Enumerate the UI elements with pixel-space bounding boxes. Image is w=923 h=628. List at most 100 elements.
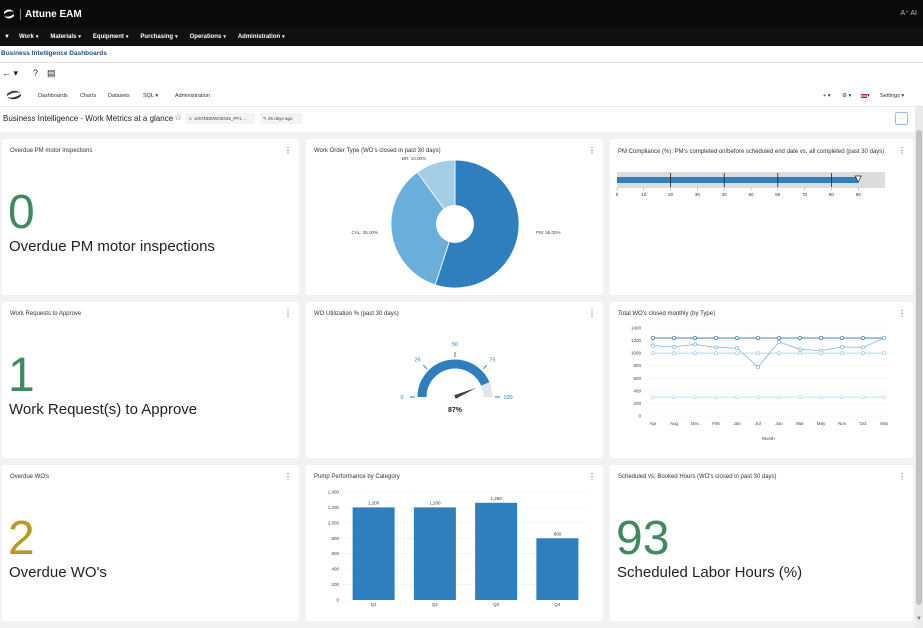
bullet-chart: 0 10 20 30 40 50 60 70 80 90 (616, 172, 885, 197)
card-menu-icon[interactable]: ⋮ (898, 146, 906, 155)
scrollbar-thumb[interactable] (916, 130, 922, 605)
language-selector[interactable]: ▾ (861, 93, 870, 99)
bi-logo-icon[interactable] (5, 89, 23, 101)
pie-label: PM: 55.00% (536, 230, 561, 235)
bullet-tick-label: 40 (722, 192, 728, 197)
bar (536, 538, 579, 600)
chevron-down-icon: ▾ (125, 34, 129, 40)
big-number-label: Work Request(s) to Approve (9, 401, 198, 418)
bar (352, 507, 395, 600)
card-pm-compliance: PM Compliance (%): PM's completed on/bef… (610, 139, 913, 295)
nav-label: Administration (237, 34, 281, 40)
app-logo[interactable] (2, 7, 16, 21)
bi-nav-charts[interactable]: Charts (80, 93, 97, 99)
card-menu-icon[interactable]: ⋮ (588, 309, 596, 318)
gauge-tick-label: 75 (489, 358, 495, 364)
gear-icon[interactable]: ⚙ ▾ (842, 93, 852, 99)
gauge-tick (422, 364, 428, 370)
line-point (756, 336, 760, 341)
line-point (714, 395, 718, 400)
line-point (777, 339, 781, 344)
y-tick-label: 1000 (631, 351, 642, 356)
y-tick-label: 1,200 (328, 505, 340, 510)
big-number: 2 (8, 512, 35, 565)
nav-item-materials[interactable]: Materials ▾ (50, 34, 81, 40)
gauge-tick-label: 100 (503, 395, 512, 401)
nav-item-operations[interactable]: Operations ▾ (190, 34, 226, 40)
bi-nav-datasets[interactable]: Datasets (108, 93, 130, 99)
y-tick-label: 400 (331, 567, 339, 572)
bar-value-label: 1,200 (368, 500, 380, 505)
bi-nav-sql[interactable]: SQL ▾ (143, 93, 159, 99)
gauge-value: 87% (448, 407, 463, 414)
y-tick-label: 200 (633, 401, 641, 406)
pie-hole (436, 205, 474, 243)
card-title: Pump Performance by Category (314, 474, 400, 480)
line-point (735, 351, 739, 356)
card-menu-icon[interactable]: ⋮ (284, 146, 292, 155)
breadcrumb[interactable]: Business Intelligence Dashboards (1, 50, 107, 57)
x-tick-label: Feb (712, 421, 720, 426)
toolbar: ← ▾ ? ▤ (0, 63, 923, 85)
line-point (819, 336, 823, 341)
nav-label: Materials (50, 34, 77, 40)
add-menu-button[interactable]: + ▾ (823, 93, 831, 99)
dashboard-title: Business Intelligence - Work Metrics at … (3, 114, 174, 123)
line-point (798, 351, 802, 356)
chevron-down-icon: ▾ (282, 34, 285, 40)
bullet-tick-label: 80 (829, 192, 835, 197)
x-tick-label: Dec (691, 421, 700, 426)
bi-nav-administration[interactable]: Administration (175, 93, 210, 99)
chevron-down-icon: ▾ (78, 34, 81, 40)
back-arrow-icon[interactable]: ← ▾ (2, 68, 19, 78)
line-point (840, 395, 844, 400)
line-point (693, 351, 697, 356)
card-menu-icon[interactable]: ⋮ (588, 146, 596, 155)
gauge-tick-label: 25 (414, 358, 420, 364)
pie-label: BR: 10.00% (402, 156, 426, 161)
help-icon[interactable]: ? (33, 68, 39, 78)
card-scheduled-hours: Scheduled vs. Booked Hours (WO's closed … (610, 465, 913, 621)
line-chart: 0 200 400 600 800 1000 1200 1400 Apr Aug Dec Feb Jan… (631, 326, 889, 442)
card-title: Overdue PM motor inspections (10, 148, 93, 154)
nav-item-purchasing[interactable]: Purchasing ▾ (140, 34, 177, 40)
line-point (693, 336, 697, 341)
x-tick-label: Sep (880, 421, 889, 426)
x-tick-label: Q1 (371, 602, 378, 607)
line-point (861, 336, 865, 341)
y-tick-label: 1400 (631, 326, 642, 331)
owner-badge[interactable]: ☺ 10/ONDEWO9345_PF1 ... (185, 113, 255, 124)
line-point (672, 336, 676, 341)
card-menu-icon[interactable]: ⋮ (284, 309, 292, 318)
card-title: Work Order Type (WO's closed in past 30 … (314, 148, 441, 154)
big-number-label: Overdue PM motor inspections (9, 238, 215, 255)
nav-label: Work (18, 34, 34, 40)
line-point (651, 343, 655, 348)
book-icon[interactable]: ▤ (47, 68, 56, 78)
card-menu-icon[interactable]: ⋮ (898, 472, 906, 481)
nav-item-administration[interactable]: Administration ▾ (238, 34, 285, 40)
nav-item-equipment[interactable]: Equipment ▾ (93, 34, 129, 40)
line-point (777, 336, 781, 341)
favorite-star-icon[interactable]: ☆ (174, 112, 183, 122)
card-menu-icon[interactable]: ⋮ (588, 472, 596, 481)
main-menu-toggle[interactable]: ▼ (4, 34, 10, 40)
y-tick-label: 0 (336, 598, 339, 603)
scroll-down-arrow-icon[interactable]: ▼ (916, 616, 922, 622)
x-tick-label: Jan (733, 421, 741, 426)
bi-nav-dashboards[interactable]: Dashboards (38, 93, 68, 99)
bullet-tick-label: 60 (775, 192, 781, 197)
chevron-down-icon: ▾ (223, 34, 226, 40)
x-tick-label: Q2 (432, 602, 439, 607)
line-point (882, 351, 886, 356)
card-menu-icon[interactable]: ⋮ (284, 472, 292, 481)
settings-menu[interactable]: Settings ▾ (880, 93, 905, 99)
card-menu-icon[interactable]: ⋮ (898, 309, 906, 318)
bullet-tick-label: 30 (695, 192, 701, 197)
bullet-tick-label: 10 (641, 192, 647, 197)
line-point (882, 395, 886, 400)
nav-item-work[interactable]: Work ▾ (19, 34, 38, 40)
ai-assistant-icon[interactable]: A⁺ AI (900, 10, 917, 17)
pie-chart: PM: 55.00% CAL: 35.00% BR: 10.00% (351, 156, 561, 289)
dashboard-actions-button[interactable]: ... (895, 112, 908, 125)
